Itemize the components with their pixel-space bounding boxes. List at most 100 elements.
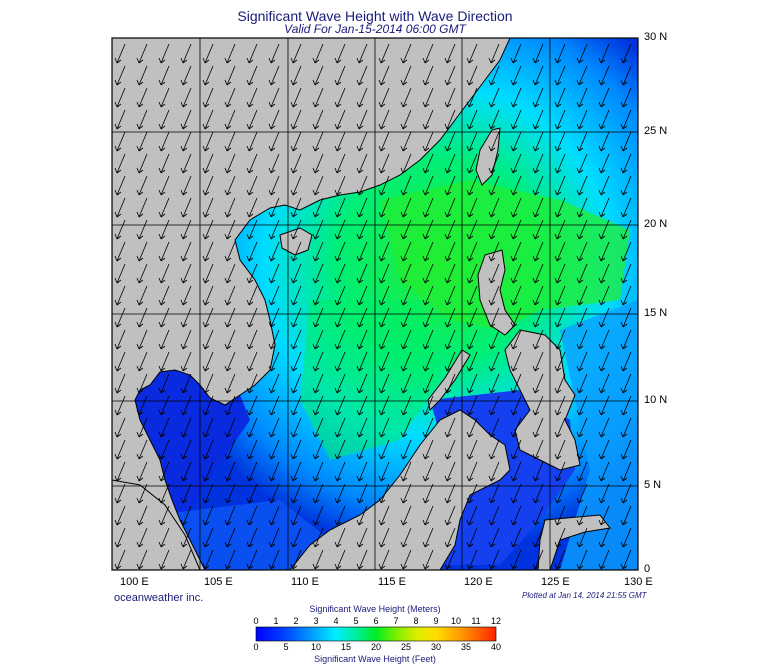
wave-arrow xyxy=(532,439,544,460)
wave-arrow xyxy=(444,241,456,262)
wave-arrow xyxy=(224,461,236,482)
wave-arrow xyxy=(378,527,390,548)
wave-arrow xyxy=(444,43,456,64)
meters-tick: 9 xyxy=(433,616,439,626)
wave-arrow xyxy=(510,505,522,526)
wave-arrow xyxy=(510,87,522,108)
wave-arrow xyxy=(158,373,170,394)
wave-arrow xyxy=(400,395,412,416)
wave-arrow xyxy=(312,65,324,86)
wave-arrow xyxy=(224,109,236,130)
wave-arrow xyxy=(356,439,368,460)
wave-arrow xyxy=(576,43,588,64)
wave-arrow xyxy=(488,43,500,64)
wave-arrow xyxy=(444,505,456,526)
wave-arrow xyxy=(114,527,126,548)
map-title: Significant Wave Height with Wave Direct… xyxy=(237,8,513,24)
wave-arrow xyxy=(356,527,368,548)
colorbar-meters-ticks: 0 1 2 3 4 5 6 7 8 9 10 11 12 xyxy=(0,616,775,628)
wave-arrow xyxy=(224,263,236,284)
wave-arrow xyxy=(378,373,390,394)
wave-arrow xyxy=(466,307,478,328)
wave-arrow xyxy=(136,307,148,328)
wave-arrow xyxy=(224,549,236,570)
grid-lines xyxy=(112,38,638,570)
wave-arrow xyxy=(554,219,566,240)
meters-tick: 2 xyxy=(293,616,299,626)
wave-arrow xyxy=(202,263,214,284)
wave-arrow xyxy=(488,219,500,240)
wave-arrow xyxy=(444,65,456,86)
wave-arrow xyxy=(598,307,610,328)
wave-arrow xyxy=(400,505,412,526)
wave-arrow xyxy=(356,109,368,130)
wave-arrow xyxy=(510,373,522,394)
wave-arrow xyxy=(620,461,632,482)
wave-arrow xyxy=(620,241,632,262)
wave-arrow xyxy=(488,439,500,460)
wave-arrow xyxy=(378,439,390,460)
wave-arrow xyxy=(202,43,214,64)
wave-arrow xyxy=(268,351,280,372)
wave-arrow xyxy=(334,241,346,262)
wave-arrow xyxy=(290,153,302,174)
wave-arrow xyxy=(246,65,258,86)
wave-arrow xyxy=(356,483,368,504)
wave-arrow xyxy=(246,131,258,152)
wave-arrow xyxy=(488,417,500,438)
wave-arrow xyxy=(312,549,324,570)
wave-arrow xyxy=(598,197,610,218)
wave-arrow xyxy=(576,505,588,526)
wave-arrow xyxy=(510,329,522,350)
wave-arrow xyxy=(598,109,610,130)
lon-label-130e: 130 E xyxy=(624,576,653,588)
wave-arrow xyxy=(620,505,632,526)
wave-arrow xyxy=(598,439,610,460)
wave-arrow xyxy=(554,461,566,482)
wave-arrow xyxy=(158,175,170,196)
wave-arrow xyxy=(312,329,324,350)
wave-arrow xyxy=(576,263,588,284)
wave-arrow xyxy=(488,373,500,394)
wave-arrow xyxy=(268,285,280,306)
wave-arrow xyxy=(510,351,522,372)
wave-arrow xyxy=(576,307,588,328)
wave-arrow xyxy=(246,307,258,328)
wave-arrow xyxy=(202,373,214,394)
mainland-asia xyxy=(112,38,511,570)
wave-arrow xyxy=(180,461,192,482)
wave-arrow xyxy=(158,307,170,328)
wave-arrow xyxy=(488,285,500,306)
wave-arrow xyxy=(466,109,478,130)
wave-arrow xyxy=(356,241,368,262)
wave-arrow xyxy=(246,351,258,372)
wave-arrow xyxy=(466,197,478,218)
lat-label-0: 0 xyxy=(644,563,651,575)
wave-arrow xyxy=(356,131,368,152)
wave-arrow xyxy=(488,87,500,108)
wave-arrow xyxy=(400,527,412,548)
wave-arrow xyxy=(510,549,522,570)
wave-arrow xyxy=(114,263,126,284)
wave-arrow xyxy=(246,483,258,504)
wave-arrow xyxy=(290,219,302,240)
wave-arrow xyxy=(444,483,456,504)
wave-arrow xyxy=(400,219,412,240)
wave-arrow xyxy=(466,395,478,416)
wave-arrow xyxy=(290,175,302,196)
wave-arrow xyxy=(554,131,566,152)
wave-arrow xyxy=(576,395,588,416)
lon-label-115e: 115 E xyxy=(378,576,406,588)
wave-arrow xyxy=(312,43,324,64)
wave-arrow xyxy=(422,109,434,130)
wave-arrow xyxy=(554,351,566,372)
wave-arrow xyxy=(466,439,478,460)
wave-arrow xyxy=(554,505,566,526)
wave-arrow xyxy=(334,153,346,174)
wave-arrow xyxy=(620,439,632,460)
wave-arrow xyxy=(576,285,588,306)
wave-arrow xyxy=(532,263,544,284)
wave-arrow xyxy=(620,351,632,372)
wave-arrow xyxy=(158,329,170,350)
wave-arrow xyxy=(158,219,170,240)
